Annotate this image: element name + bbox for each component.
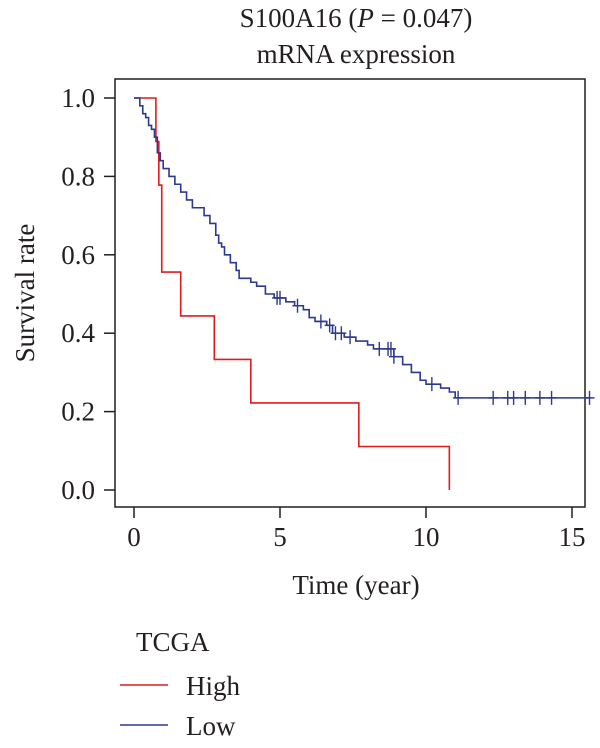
censor-mark bbox=[275, 290, 285, 305]
censor-mark bbox=[508, 390, 519, 405]
y-tick-label: 1.0 bbox=[61, 83, 95, 113]
y-tick-label: 0.6 bbox=[61, 240, 95, 270]
censor-mark bbox=[453, 390, 464, 405]
chart-title: S100A16 (P = 0.047) bbox=[240, 3, 473, 33]
censor-mark bbox=[488, 390, 499, 405]
censor-mark bbox=[388, 349, 399, 364]
legend-title: TCGA bbox=[136, 627, 210, 657]
x-tick-label: 5 bbox=[273, 522, 287, 552]
y-tick-label: 0.0 bbox=[61, 475, 95, 505]
censor-mark bbox=[292, 298, 303, 313]
x-tick-label: 15 bbox=[559, 522, 586, 552]
censor-mark bbox=[324, 318, 335, 333]
y-tick-label: 0.8 bbox=[61, 161, 95, 191]
chart-subtitle: mRNA expression bbox=[257, 39, 456, 69]
censor-mark bbox=[336, 326, 347, 341]
censor-mark bbox=[584, 390, 595, 405]
x-tick-label: 0 bbox=[127, 522, 141, 552]
legend-label-low: Low bbox=[186, 711, 236, 741]
y-tick-label: 0.4 bbox=[61, 318, 95, 348]
legend: TCGA High Low bbox=[120, 627, 241, 741]
axes: 0 5 10 15 0.0 0.2 0.4 0.6 0.8 1.0 bbox=[61, 83, 585, 552]
x-tick-label: 10 bbox=[413, 522, 440, 552]
x-axis-label: Time (year) bbox=[292, 570, 419, 600]
censor-mark bbox=[546, 390, 557, 405]
series-low-line bbox=[134, 97, 590, 399]
censor-mark bbox=[315, 314, 326, 329]
y-tick-label: 0.2 bbox=[61, 397, 95, 427]
censor-mark bbox=[385, 341, 396, 356]
y-axis-label: Survival rate bbox=[10, 224, 40, 363]
series-high-line bbox=[134, 97, 451, 490]
censor-mark bbox=[345, 330, 356, 345]
censor-mark bbox=[534, 390, 545, 405]
censor-mark bbox=[426, 377, 437, 392]
plot-frame bbox=[114, 78, 586, 508]
censor-mark bbox=[374, 341, 385, 356]
censor-mark bbox=[520, 390, 531, 405]
survival-curves bbox=[134, 97, 595, 490]
legend-label-high: High bbox=[186, 671, 241, 701]
